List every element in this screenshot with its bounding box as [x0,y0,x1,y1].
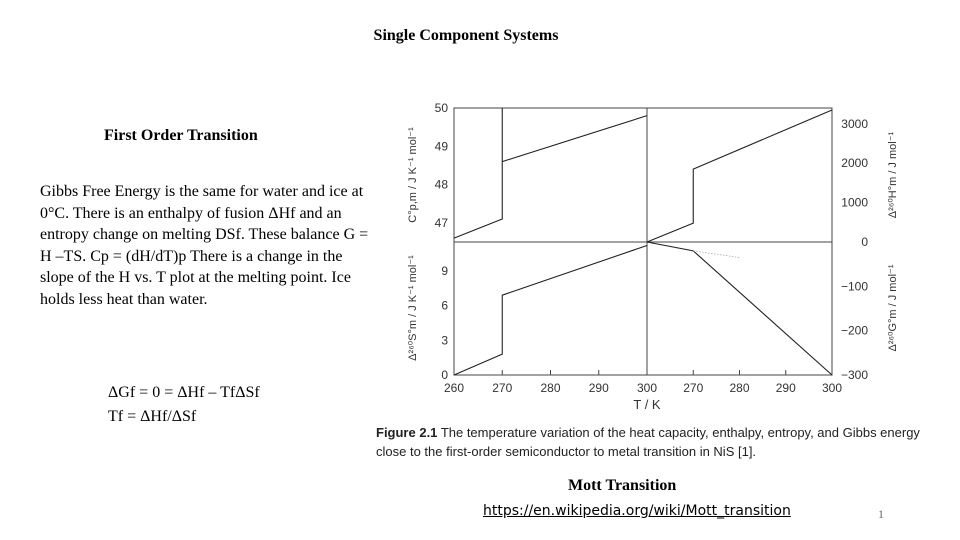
y-tick-label-heat-capacity: 49 [435,139,449,153]
equation-gibbs: ΔGf = 0 = ΔHf – TfΔSf [108,384,260,401]
y-tick-label-entropy: 3 [441,333,448,347]
y-tick-label-gibbs: −100 [841,279,868,293]
mott-heading: Mott Transition [568,477,677,494]
y-tick-label-heat-capacity: 50 [435,101,449,115]
x-tick-label: 270 [492,381,512,395]
y-tick-label-entropy: 9 [441,264,448,278]
y-tick-label-gibbs: −200 [841,324,868,338]
x-axis-label: T / K [633,397,661,412]
y-tick-label-enthalpy: 3000 [841,117,868,131]
x-tick-label: 280 [540,381,560,395]
y-tick-label-heat-capacity: 48 [435,178,449,192]
x-tick-label: 260 [444,381,464,395]
y-tick-label-entropy: 0 [441,368,448,382]
x-tick-label: 290 [589,381,609,395]
body-paragraph: Gibbs Free Energy is the same for water … [40,183,369,308]
section-heading-first-order: First Order Transition [104,127,258,144]
y-tick-label-enthalpy: 0 [861,235,868,249]
x-tick-label: 300 [822,381,842,395]
y-tick-label-enthalpy: 2000 [841,156,868,170]
y-axis-label-entropy: Δ²⁶⁰S°m / J K⁻¹ mol⁻¹ [407,255,419,361]
figure-caption: Figure 2.1 The temperature variation of … [376,423,946,461]
heat-capacity-series-line-0 [453,108,648,239]
y-axis-label-heat-capacity: C°p,m / J K⁻¹ mol⁻¹ [407,127,419,223]
y-axis-label-enthalpy: Δ²⁶⁰H°m / J mol⁻¹ [887,131,899,218]
entropy-series-line-0 [453,244,648,376]
x-tick-label: 280 [729,381,749,395]
thermodynamic-figure: 260 270 280 290 300 270 280 290 300 50 49 48 47 9 6 3 0 3… [407,101,899,412]
x-tick-label: 290 [776,381,796,395]
x-tick-label: 300 [637,381,657,395]
figure-caption-text: The temperature variation of the heat ca… [376,425,920,459]
y-tick-label-heat-capacity: 47 [435,216,449,230]
figure-caption-label: Figure 2.1 [376,425,438,440]
y-axis-label-gibbs: Δ²⁶⁰G°m / J mol⁻¹ [887,264,899,351]
y-tick-label-gibbs: −300 [841,368,868,382]
enthalpy-series-line-0 [646,109,833,243]
wikipedia-link[interactable]: https://en.wikipedia.org/wiki/Mott_trans… [483,503,791,519]
gibbs-series-line-0 [646,241,833,376]
page-number: 1 [878,507,884,521]
equation-tf: Tf = ΔHf/ΔSf [108,408,197,425]
slide-title: Single Component Systems [373,27,559,44]
y-tick-label-enthalpy: 1000 [841,196,868,210]
x-tick-label: 270 [683,381,703,395]
y-tick-label-entropy: 6 [441,299,448,313]
